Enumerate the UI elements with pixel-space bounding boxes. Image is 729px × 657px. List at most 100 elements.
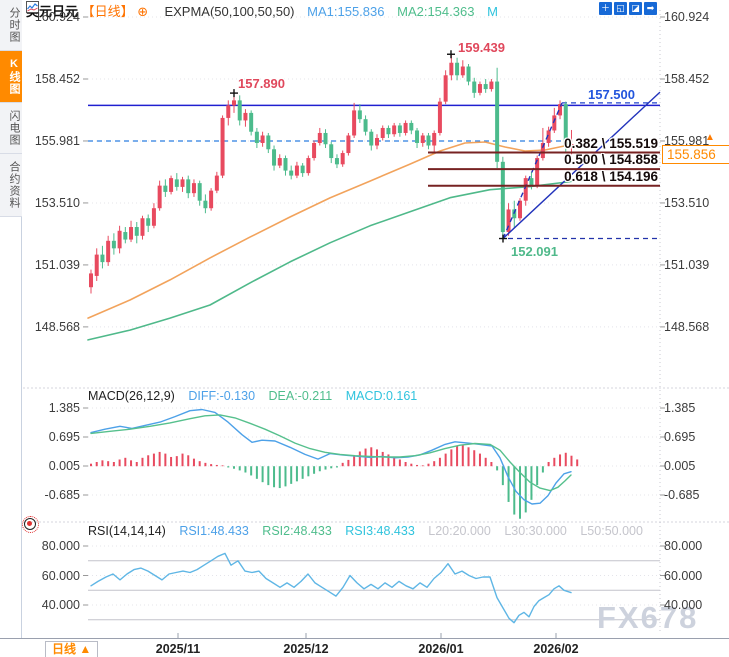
candle[interactable]	[117, 230, 122, 249]
candle[interactable]	[300, 165, 305, 174]
candle[interactable]	[420, 135, 425, 144]
zoom-fit-icon[interactable]: ◱	[614, 2, 627, 15]
indicator-name[interactable]: EXPMA(50,100,50,50)	[164, 4, 295, 19]
candle[interactable]	[243, 112, 248, 121]
candle[interactable]	[363, 119, 368, 132]
candle[interactable]	[403, 122, 408, 133]
macd-title[interactable]: MACD(26,12,9)	[88, 389, 175, 403]
candle[interactable]	[369, 131, 374, 146]
candle[interactable]	[283, 158, 288, 171]
candle[interactable]	[397, 125, 402, 133]
candle[interactable]	[340, 153, 345, 165]
candle[interactable]	[329, 144, 334, 159]
candle[interactable]	[426, 135, 431, 146]
candle[interactable]	[518, 200, 522, 219]
indicator-live-icon[interactable]	[22, 516, 39, 533]
candle[interactable]	[203, 200, 208, 209]
candle[interactable]	[254, 131, 259, 144]
candle[interactable]	[477, 84, 482, 93]
candle[interactable]	[546, 130, 551, 144]
candle[interactable]	[260, 135, 265, 144]
candle[interactable]	[346, 135, 351, 154]
candle[interactable]	[443, 75, 448, 102]
candle[interactable]	[209, 190, 214, 209]
candle[interactable]	[174, 179, 179, 187]
candle[interactable]	[569, 144, 574, 149]
candle[interactable]	[437, 101, 442, 133]
candle[interactable]	[352, 110, 357, 136]
candle[interactable]	[237, 100, 242, 121]
candle[interactable]	[386, 127, 391, 135]
candle[interactable]	[186, 179, 191, 194]
candle[interactable]	[552, 115, 557, 131]
candle[interactable]	[392, 125, 397, 135]
candle[interactable]	[317, 132, 322, 144]
candle[interactable]	[266, 135, 271, 150]
candle[interactable]	[214, 175, 219, 191]
candle[interactable]	[472, 81, 477, 93]
candle[interactable]	[123, 232, 128, 240]
candle[interactable]	[140, 218, 145, 236]
candle[interactable]	[249, 112, 254, 132]
candle[interactable]	[151, 208, 156, 226]
candle[interactable]	[334, 158, 339, 165]
candle[interactable]	[306, 158, 311, 174]
candle[interactable]	[415, 130, 420, 144]
candle[interactable]	[506, 209, 511, 233]
candle[interactable]	[232, 100, 236, 106]
candle[interactable]	[180, 179, 185, 187]
candle[interactable]	[529, 178, 534, 186]
candle[interactable]	[558, 104, 563, 116]
candle[interactable]	[277, 158, 282, 166]
candle[interactable]	[489, 81, 494, 90]
candle[interactable]	[226, 105, 231, 118]
period-tag[interactable]: 【日线】	[81, 4, 134, 19]
sidebar-tab-闪电图[interactable]: 闪电图	[0, 103, 22, 154]
sidebar-tab-合约资料[interactable]: 合约资料	[0, 154, 22, 217]
candle[interactable]	[197, 183, 202, 201]
candle[interactable]	[89, 273, 93, 288]
candle[interactable]	[500, 161, 505, 233]
candle[interactable]	[294, 165, 299, 176]
candle[interactable]	[129, 227, 134, 240]
rsi-title[interactable]: RSI(14,14,14)	[88, 524, 166, 538]
candle[interactable]	[357, 110, 362, 120]
sidebar-tab-K线图[interactable]: K线图	[0, 51, 22, 103]
candle[interactable]	[535, 158, 540, 186]
candle[interactable]	[483, 84, 488, 90]
candle[interactable]	[157, 185, 162, 209]
candle[interactable]	[106, 240, 111, 263]
candle[interactable]	[146, 218, 151, 226]
axis-scale-icon[interactable]: ◪	[629, 2, 642, 15]
candle[interactable]	[134, 227, 139, 236]
candle[interactable]	[540, 143, 545, 159]
candle[interactable]	[455, 62, 460, 76]
add-indicator-icon[interactable]: ⊕	[137, 4, 149, 19]
candle[interactable]	[323, 132, 328, 145]
sidebar-tab-分时图[interactable]: 分时图	[0, 0, 22, 51]
candle[interactable]	[432, 132, 437, 146]
candle[interactable]	[111, 240, 116, 249]
candle[interactable]	[466, 66, 471, 82]
candle[interactable]	[409, 122, 414, 131]
crosshair-icon[interactable]: ＋	[599, 2, 612, 15]
period-selector[interactable]: 日线 ▲	[45, 641, 99, 657]
candle[interactable]	[375, 137, 379, 146]
candle[interactable]	[289, 170, 294, 176]
candle[interactable]	[563, 104, 568, 147]
candle[interactable]	[100, 254, 105, 263]
candle[interactable]	[380, 127, 385, 138]
candle[interactable]	[523, 178, 528, 201]
candle[interactable]	[312, 143, 317, 159]
candle[interactable]	[272, 149, 277, 166]
candle[interactable]	[163, 185, 168, 192]
candle[interactable]	[191, 183, 196, 194]
candle[interactable]	[495, 81, 500, 162]
candle[interactable]	[169, 178, 174, 192]
candle[interactable]	[94, 254, 99, 276]
candle[interactable]	[220, 117, 225, 176]
candle[interactable]	[449, 62, 454, 76]
jump-latest-icon[interactable]: ➡	[644, 2, 657, 15]
candle[interactable]	[460, 66, 465, 76]
